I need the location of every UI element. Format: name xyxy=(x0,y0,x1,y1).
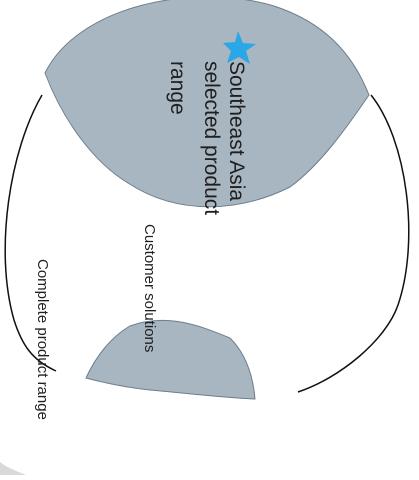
selected-range-lens xyxy=(44,0,370,208)
corner-fragment xyxy=(0,462,26,475)
outer-circle-arc-right xyxy=(297,94,410,393)
star-icon xyxy=(223,31,256,64)
customer-solutions-lens xyxy=(85,319,256,400)
outer-circle-arc-left xyxy=(4,94,57,372)
complete-product-range-label: Complete product range xyxy=(34,259,51,420)
selected-label-line-2: selected product xyxy=(200,61,223,215)
customer-solutions-label: Customer solutions xyxy=(141,224,158,352)
selected-label-line-1: Southeast Asia xyxy=(225,61,248,201)
selected-label-line-3: range xyxy=(166,61,189,115)
